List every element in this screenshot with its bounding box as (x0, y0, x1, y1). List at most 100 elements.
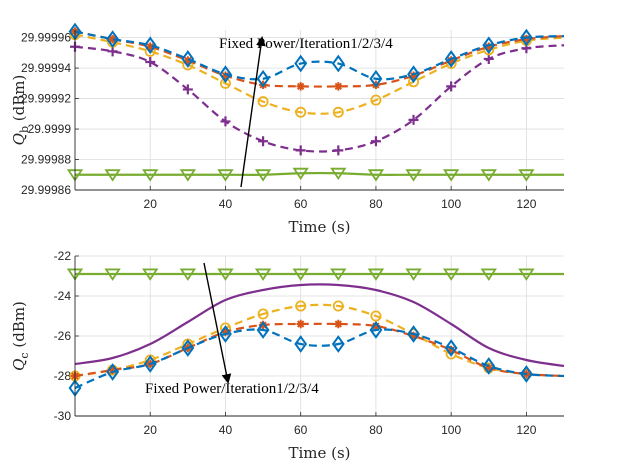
x-tick-label: 100 (441, 423, 461, 437)
series-fixed-power-marker (217, 268, 234, 281)
series-iteration-4-marker (444, 339, 458, 357)
series-fixed-power-marker (292, 268, 309, 281)
series-iteration-4-marker (519, 365, 533, 383)
series-fixed-power-marker (104, 169, 121, 182)
series-fixed-power-marker (179, 169, 197, 182)
x-tick-label: 60 (294, 423, 308, 437)
series-iteration-4 (68, 321, 565, 397)
series-fixed-power-marker (142, 268, 159, 281)
y-tick-label: -22 (54, 249, 72, 263)
series-iteration-4-marker (106, 363, 120, 381)
series-fixed-power-marker (367, 268, 385, 281)
series-iteration-1-marker (258, 136, 269, 147)
series-iteration-3-marker (446, 345, 456, 355)
series-iteration-4-marker (219, 325, 232, 343)
series-iteration-4-marker (181, 339, 195, 357)
x-tick-label: 20 (144, 423, 158, 437)
series-iteration-3-marker (221, 71, 230, 80)
series-iteration-4-marker (143, 355, 157, 373)
annotation-arrow (203, 262, 232, 384)
series-iteration-3-marker (296, 82, 305, 91)
y-tick-label: -24 (54, 289, 72, 303)
series-iteration-3-marker (108, 365, 117, 375)
series-iteration-4-marker (219, 65, 232, 84)
series-fixed-power-marker (480, 169, 497, 182)
x-axis-label: Time (s) (288, 444, 350, 462)
y-axis-label: Qc (dBm) (10, 301, 31, 371)
series-fixed-power (66, 268, 564, 281)
series-iteration-3-marker (522, 34, 531, 44)
series-iteration-4-marker (519, 28, 533, 47)
series-fixed-power (66, 167, 564, 182)
series-iteration-4 (68, 22, 565, 88)
x-tick-label: 80 (369, 423, 383, 437)
series-iteration-1-marker (220, 116, 231, 127)
series-iteration-4-marker (482, 357, 496, 375)
series-fixed-power-marker (367, 169, 385, 182)
series-iteration-1-marker (333, 145, 344, 156)
series-iteration-3-marker (183, 56, 193, 65)
y-axis-label-symbol: Q (10, 359, 28, 371)
x-tick-label: 120 (516, 423, 536, 437)
series-iteration-2-marker (257, 308, 269, 320)
series-fixed-power-marker (104, 268, 121, 281)
x-tick-label: 100 (441, 197, 461, 211)
series-iteration-2-marker (370, 94, 382, 106)
series-iteration-4-marker (444, 50, 458, 68)
series-iteration-2-line (74, 33, 565, 115)
series-iteration-4-marker (106, 30, 120, 49)
series-iteration-3-marker (371, 321, 381, 331)
series-iteration-4-marker (407, 325, 420, 343)
y-axis-label-subscript: c (18, 352, 31, 358)
series-iteration-1-marker (182, 84, 193, 95)
series-iteration-4-marker (369, 321, 383, 339)
series-iteration-3-marker (108, 34, 117, 44)
series-iteration-1-marker (370, 136, 381, 147)
series-fixed-power-marker (330, 167, 347, 181)
series-fixed-power-marker (330, 268, 347, 281)
series-iteration-1-marker (483, 53, 494, 64)
series-iteration-4-line (74, 30, 565, 81)
series-iteration-3-marker (221, 327, 230, 337)
series-iteration-4-marker (143, 36, 157, 55)
series-iteration-2-marker (370, 310, 382, 322)
y-axis-label-unit: (dBm) (10, 301, 28, 352)
series-iteration-3-marker (296, 319, 305, 329)
x-tick-label: 80 (369, 197, 383, 211)
x-tick-label: 40 (219, 423, 233, 437)
series-fixed-power-marker (480, 268, 497, 281)
series-iteration-1-marker (145, 57, 156, 67)
series-iteration-4-marker (482, 36, 496, 55)
series-fixed-power-marker (217, 169, 234, 182)
series-iteration-3-marker (334, 82, 343, 91)
y-tick-label: -28 (54, 369, 72, 383)
series-iteration-1-line (74, 44, 565, 153)
series-iteration-4-marker (181, 50, 195, 68)
series-iteration-4-marker (256, 321, 270, 339)
y-axis-label-subscript: b (18, 126, 31, 133)
series-iteration-4-marker (256, 69, 270, 88)
series-iteration-2-marker (295, 106, 307, 118)
y-tick-label: 29.99994 (21, 61, 71, 75)
series-iteration-3-marker (334, 319, 343, 329)
series-iteration-1 (74, 283, 565, 368)
series-iteration-3-marker (146, 42, 155, 51)
panel-2: -30 -28 -26 -24 -22 20 40 60 80 100 120 Time (s) Qc … (10, 249, 565, 462)
series-iteration-4-marker (331, 54, 345, 73)
series-iteration-1-marker (295, 145, 306, 156)
annotation-text: Fixed Power/Iteration1/2/3/4 (219, 36, 393, 52)
x-axis-label: Time (s) (288, 218, 350, 236)
y-axis-label: Qb (dBm) (10, 75, 31, 146)
series-fixed-power-marker (292, 167, 309, 181)
series-iteration-3-marker (484, 42, 493, 51)
series-fixed-power-line (74, 171, 564, 176)
annotation-arrow (240, 36, 266, 188)
x-tick-label: 20 (144, 197, 158, 211)
series-iteration-1-marker (408, 114, 419, 125)
series-fixed-power-marker (405, 169, 422, 182)
y-tick-label: 29.9999 (28, 122, 72, 136)
y-axis-label-unit: (dBm) (10, 75, 28, 126)
series-iteration-2-marker (295, 300, 307, 312)
series-fixed-power-marker (442, 268, 460, 281)
y-tick-label: 29.99992 (21, 92, 71, 106)
